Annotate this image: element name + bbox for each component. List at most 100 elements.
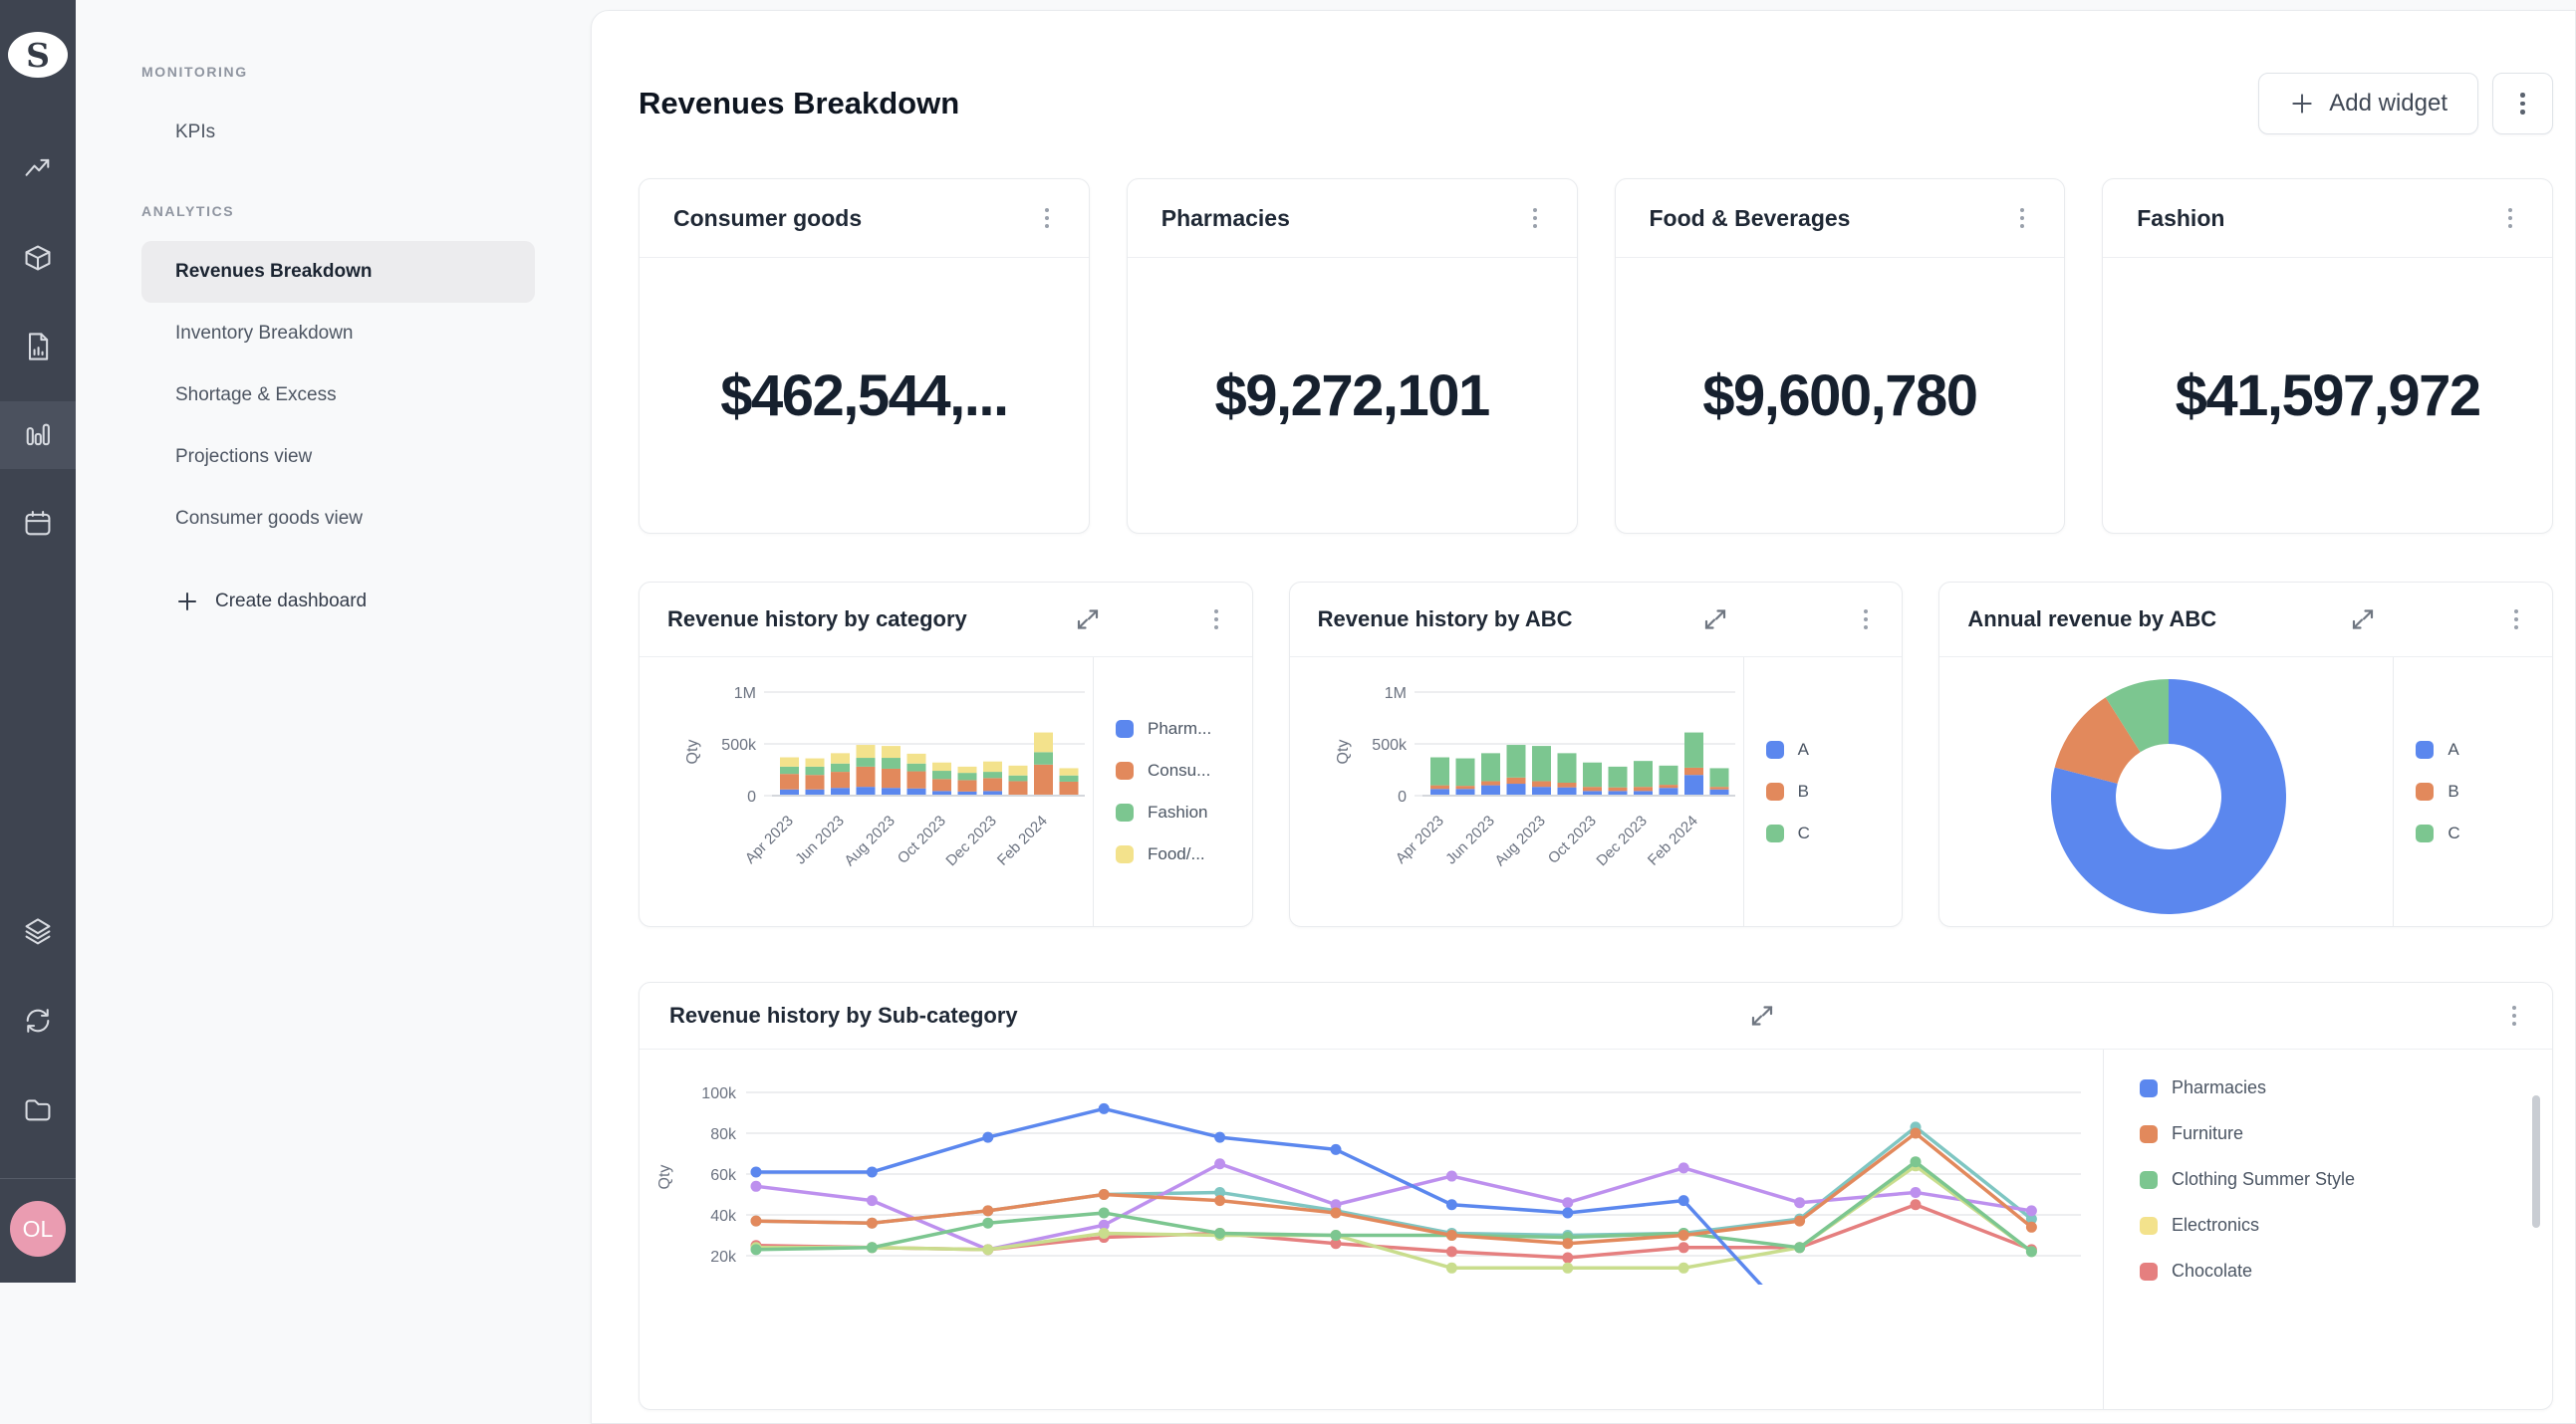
legend-swatch [1766, 783, 1784, 801]
page-header: Revenues Breakdown Add widget [639, 73, 2553, 134]
rail-item-trends[interactable] [0, 135, 76, 203]
line-chart-subcategory[interactable]: 100k80k60k40k20kQty [640, 1050, 2103, 1409]
sidebar-item-shortage-excess[interactable]: Shortage & Excess [141, 364, 535, 426]
app-logo[interactable]: S [8, 32, 68, 78]
sidebar-item-projections-view[interactable]: Projections view [141, 426, 535, 488]
rail-item-calendar[interactable] [0, 490, 76, 558]
chart-legend: A B C [1744, 657, 1903, 926]
svg-text:60k: 60k [710, 1167, 737, 1184]
sidebar-section-monitoring: MONITORING [141, 64, 591, 80]
legend-swatch [2416, 741, 2434, 759]
plus-icon [2289, 91, 2315, 117]
svg-text:Dec 2023: Dec 2023 [942, 813, 999, 869]
legend-label: Food/... [1148, 844, 1205, 864]
bar-chart-icon [22, 419, 54, 451]
legend-item[interactable]: C [2416, 824, 2552, 843]
add-widget-button[interactable]: Add widget [2258, 73, 2478, 134]
legend-item[interactable]: Chocolate [2140, 1261, 2552, 1282]
svg-text:500k: 500k [721, 737, 757, 754]
legend-item[interactable]: C [1766, 824, 1903, 843]
legend-item[interactable]: Consu... [1116, 761, 1252, 781]
svg-text:Qty: Qty [684, 740, 701, 765]
legend-item[interactable]: Pharm... [1116, 719, 1252, 739]
svg-text:100k: 100k [701, 1085, 737, 1102]
stacked-bar-chart-category[interactable]: 0500k1MQtyApr 2023Jun 2023Aug 2023Oct 20… [640, 657, 1093, 926]
cube-icon [22, 242, 54, 274]
legend-label: B [1798, 782, 1809, 802]
folder-icon [22, 1093, 54, 1125]
donut-chart-abc[interactable] [1939, 657, 2393, 926]
svg-text:Oct 2023: Oct 2023 [895, 813, 949, 867]
layers-icon [22, 916, 54, 948]
kebab-icon[interactable] [1208, 603, 1224, 635]
legend-label: A [1798, 740, 1809, 760]
icon-rail: S OL [0, 0, 76, 1283]
legend-label: C [2447, 824, 2459, 843]
legend-item[interactable]: Electronics [2140, 1215, 2552, 1236]
rail-item-sync[interactable] [0, 987, 76, 1055]
kebab-icon[interactable] [1039, 202, 1055, 234]
rail-item-layers[interactable] [0, 898, 76, 966]
legend-item[interactable]: Fashion [1116, 803, 1252, 823]
kebab-icon[interactable] [1858, 603, 1874, 635]
legend-swatch [1766, 741, 1784, 759]
sidebar-item-inventory-breakdown[interactable]: Inventory Breakdown [141, 303, 535, 364]
svg-text:500k: 500k [1372, 737, 1408, 754]
create-dashboard-button[interactable]: Create dashboard [141, 590, 367, 613]
rail-item-dashboards[interactable] [0, 401, 76, 469]
legend-item[interactable]: Food/... [1116, 844, 1252, 864]
legend-swatch [1116, 804, 1134, 822]
legend-label: Chocolate [2172, 1261, 2252, 1282]
kpi-title: Food & Beverages [1650, 205, 1851, 232]
rail-item-reports[interactable] [0, 313, 76, 380]
app-logo-letter: S [26, 39, 50, 72]
legend-item[interactable]: A [2416, 740, 2552, 760]
svg-text:Aug 2023: Aug 2023 [1491, 813, 1548, 869]
avatar-initials: OL [23, 1216, 54, 1243]
stacked-bar-chart-abc[interactable]: 0500k1MQtyApr 2023Jun 2023Aug 2023Oct 20… [1290, 657, 1743, 926]
legend-item[interactable]: Clothing Summer Style [2140, 1169, 2552, 1190]
rail-nav [0, 135, 76, 579]
legend-label: Furniture [2172, 1123, 2243, 1144]
expand-icon[interactable] [1703, 607, 1727, 631]
expand-icon[interactable] [1750, 1004, 1774, 1028]
dashboard-kebab-button[interactable] [2492, 73, 2553, 134]
svg-text:Apr 2023: Apr 2023 [742, 813, 797, 867]
kebab-icon[interactable] [2014, 202, 2030, 234]
legend-item[interactable]: Pharmacies [2140, 1077, 2552, 1098]
kebab-icon[interactable] [2502, 202, 2518, 234]
legend-item[interactable]: B [1766, 782, 1903, 802]
sidebar-item-kpis[interactable]: KPIs [141, 102, 535, 163]
create-dashboard-label: Create dashboard [215, 591, 367, 612]
legend-swatch [1766, 825, 1784, 842]
trend-up-icon [22, 153, 54, 185]
svg-text:0: 0 [1398, 789, 1407, 806]
document-chart-icon [22, 331, 54, 362]
legend-item[interactable]: B [2416, 782, 2552, 802]
rail-item-products[interactable] [0, 224, 76, 292]
kebab-icon[interactable] [2506, 1000, 2522, 1032]
sidebar-section-analytics: ANALYTICS [141, 203, 591, 219]
legend-item[interactable]: A [1766, 740, 1903, 760]
legend-scrollbar[interactable] [2532, 1095, 2540, 1228]
svg-text:0: 0 [747, 789, 756, 806]
expand-icon[interactable] [2351, 607, 2375, 631]
legend-label: Fashion [1148, 803, 1207, 823]
legend-label: Pharmacies [2172, 1077, 2266, 1098]
user-avatar[interactable]: OL [10, 1201, 66, 1257]
main-panel: Revenues Breakdown Add widget Consumer g… [591, 10, 2576, 1424]
kebab-icon[interactable] [2508, 603, 2524, 635]
chart-card-revenue-by-subcategory: Revenue history by Sub-category 100k80k6… [639, 982, 2553, 1410]
header-actions: Add widget [2258, 73, 2553, 134]
legend-swatch [2140, 1079, 2158, 1097]
kebab-icon[interactable] [1527, 202, 1543, 234]
sidebar-item-revenues-breakdown[interactable]: Revenues Breakdown [141, 241, 535, 303]
legend-swatch [1116, 720, 1134, 738]
rail-item-files[interactable] [0, 1075, 76, 1143]
sidebar-item-consumer-goods-view[interactable]: Consumer goods view [141, 488, 535, 550]
chart-legend: Pharmacies Furniture Clothing Summer Style… [2104, 1050, 2552, 1409]
legend-item[interactable]: Furniture [2140, 1123, 2552, 1144]
svg-text:Oct 2023: Oct 2023 [1544, 813, 1599, 867]
kpi-title: Fashion [2137, 205, 2224, 232]
expand-icon[interactable] [1076, 607, 1100, 631]
